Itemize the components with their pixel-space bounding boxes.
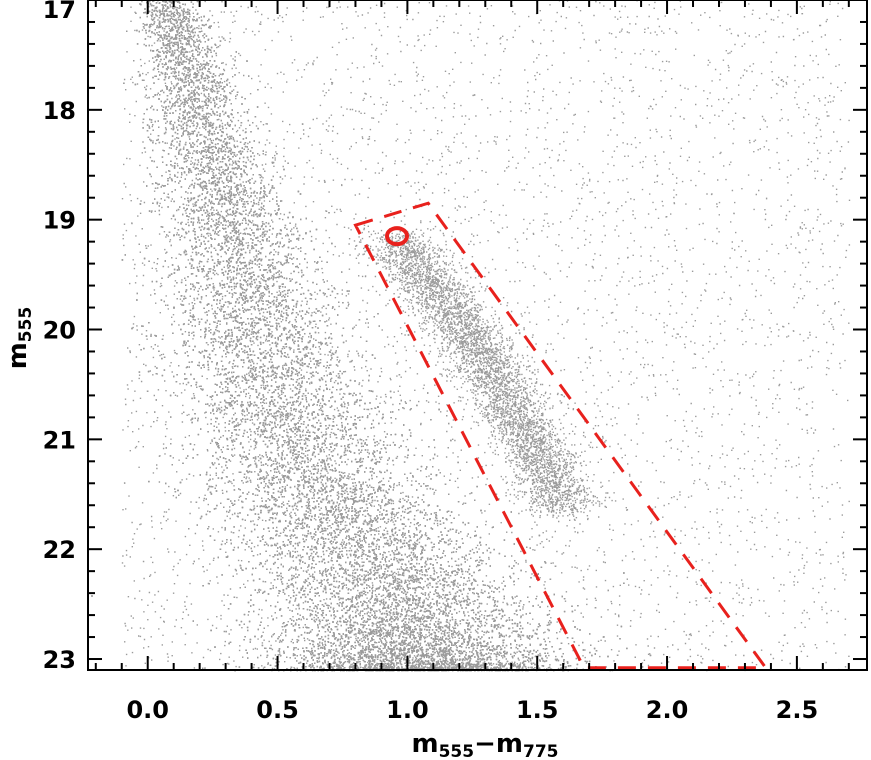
axis-ticks [88,0,867,670]
x-tick-label: 1.0 [386,696,429,724]
data-point-cluster [358,221,631,523]
data-point-cluster [121,0,851,672]
data-point-cluster [121,0,851,672]
y-axis-title: m555 [3,307,36,370]
data-points [91,0,851,672]
data-point-cluster [136,0,652,672]
y-tick-label: 22 [43,536,76,564]
selection-box [353,201,769,670]
y-tick-label: 19 [43,207,76,235]
x-axis-title: m555−m775 [412,729,559,760]
data-point-cluster [91,0,628,672]
data-point-cluster [137,0,627,672]
data-point-cluster [136,0,652,672]
y-tick-label: 17 [43,0,76,24]
x-tick-label: 2.5 [776,696,819,724]
y-tick-label: 21 [43,426,76,454]
y-tick-label: 23 [43,646,76,674]
overlay [353,201,769,670]
x-tick-label: 0.5 [256,696,299,724]
y-tick-label: 18 [43,97,76,125]
x-tick-label: 0.0 [126,696,169,724]
x-tick-label: 2.0 [646,696,689,724]
data-point-cluster [121,0,652,672]
plot-frame [87,0,868,671]
x-tick-label: 1.5 [516,696,559,724]
axis-tick-labels: 0.0 0.5 1.0 1.5 2.0 2.5 17 18 19 20 21 22 23 [43,0,819,724]
marked-star-circle [385,226,410,247]
data-point-cluster [91,0,628,672]
y-tick-label: 20 [43,317,76,345]
data-point-cluster [138,0,627,672]
data-point-cluster [91,0,628,672]
